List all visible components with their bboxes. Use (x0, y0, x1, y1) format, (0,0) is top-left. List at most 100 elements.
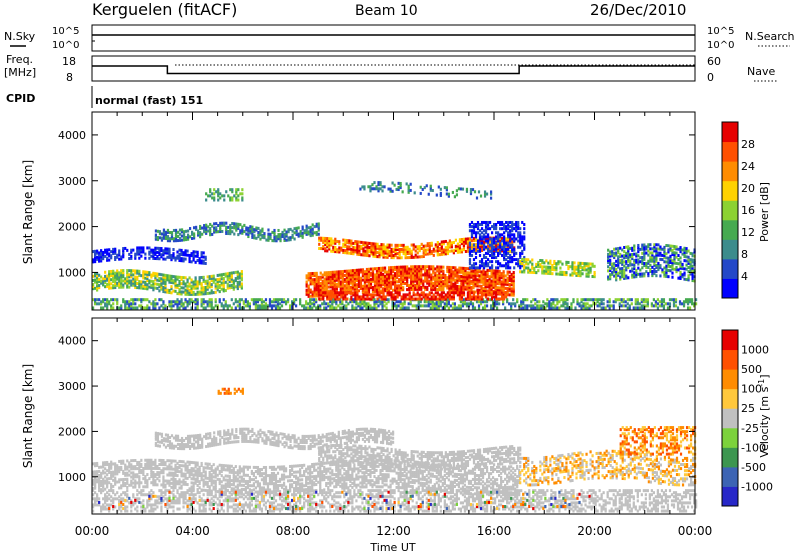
power-cell (452, 295, 455, 299)
power-cell (635, 252, 638, 256)
velocity-cell (96, 493, 99, 497)
power-cell (402, 275, 405, 279)
power-cell (343, 306, 346, 310)
power-cell (436, 265, 439, 269)
power-cell (478, 270, 481, 274)
power-cell (432, 288, 435, 292)
power-cell (130, 250, 133, 254)
power-cell (110, 306, 113, 310)
power-cell (230, 275, 233, 279)
power-cell (498, 274, 501, 278)
power-cell (226, 282, 229, 286)
power-cell (259, 229, 262, 233)
power-cell (398, 254, 401, 258)
power-cell (238, 300, 241, 304)
power-cell (426, 287, 429, 291)
power-cell (182, 238, 186, 242)
power-cell (305, 300, 308, 304)
count-tick-top-right: 10^5 (707, 26, 734, 37)
power-cell (354, 295, 357, 299)
power-cell (232, 283, 235, 287)
power-cell (225, 231, 228, 235)
power-cell (394, 243, 397, 247)
velocity-cell (140, 501, 143, 505)
power-cell (238, 282, 241, 286)
power-cell (94, 272, 97, 276)
power-cell (136, 248, 139, 252)
power-cell (190, 254, 193, 258)
power-cell (496, 275, 499, 279)
power-cell (369, 282, 373, 286)
power-cell (168, 239, 172, 243)
power-cell (639, 272, 642, 276)
power-cell (428, 291, 431, 295)
power-cell (416, 291, 419, 295)
power-cell (395, 187, 398, 191)
power-cell (329, 273, 332, 277)
power-cell (637, 272, 640, 276)
power-cell (655, 259, 658, 263)
power-cell (371, 273, 375, 277)
power-cell (518, 304, 521, 308)
power-cell (615, 251, 618, 255)
power-cell (617, 251, 620, 255)
power-cell (574, 306, 577, 310)
power-cell (420, 285, 423, 289)
power-cell (368, 254, 371, 258)
power-cell (374, 293, 377, 297)
power-cell (305, 230, 308, 234)
power-cell (538, 306, 541, 310)
power-cell (511, 243, 514, 247)
power-cell (349, 287, 352, 291)
power-cell (130, 254, 133, 258)
power-cell (434, 275, 437, 279)
power-cell (108, 278, 111, 282)
power-cell (503, 231, 506, 235)
power-cell (665, 272, 668, 276)
power-cell (142, 272, 145, 276)
power-cell (374, 244, 377, 248)
power-cell (424, 267, 427, 271)
power-cell (410, 243, 413, 247)
power-cell (564, 306, 567, 310)
power-cell (345, 279, 348, 283)
power-cell (663, 245, 666, 249)
power-cell (466, 283, 469, 287)
power-cell (679, 260, 682, 264)
power-cell (484, 278, 487, 282)
power-cell (688, 306, 692, 310)
power-cell (206, 300, 209, 304)
power-cell (567, 265, 570, 269)
power-cell (458, 270, 461, 274)
power-cell (110, 269, 113, 273)
power-cell (681, 264, 684, 268)
power-cell (186, 229, 190, 233)
power-cell (248, 302, 251, 306)
power-cell (610, 304, 613, 308)
power-cell (458, 266, 461, 270)
power-cell (180, 275, 183, 279)
power-cell (156, 236, 160, 240)
power-cell (430, 283, 433, 287)
power-cell (429, 184, 432, 188)
power-cell (120, 275, 123, 279)
power-cell (662, 300, 666, 304)
power-cell (496, 277, 499, 281)
power-cell (402, 245, 405, 249)
power-cell (486, 227, 490, 231)
power-cell (515, 225, 518, 229)
velocity-cell (152, 509, 155, 513)
power-cell (611, 270, 614, 274)
power-cell (551, 268, 554, 272)
power-cell (350, 241, 353, 245)
power-cell (369, 185, 372, 189)
power-cell (372, 293, 375, 297)
power-cell (352, 241, 355, 245)
power-cell (236, 300, 239, 304)
power-cell (176, 304, 179, 308)
power-cell (194, 298, 197, 302)
power-cell (482, 256, 486, 260)
power-cell (182, 230, 186, 234)
power-cell (456, 250, 460, 254)
power-cell (319, 286, 322, 290)
